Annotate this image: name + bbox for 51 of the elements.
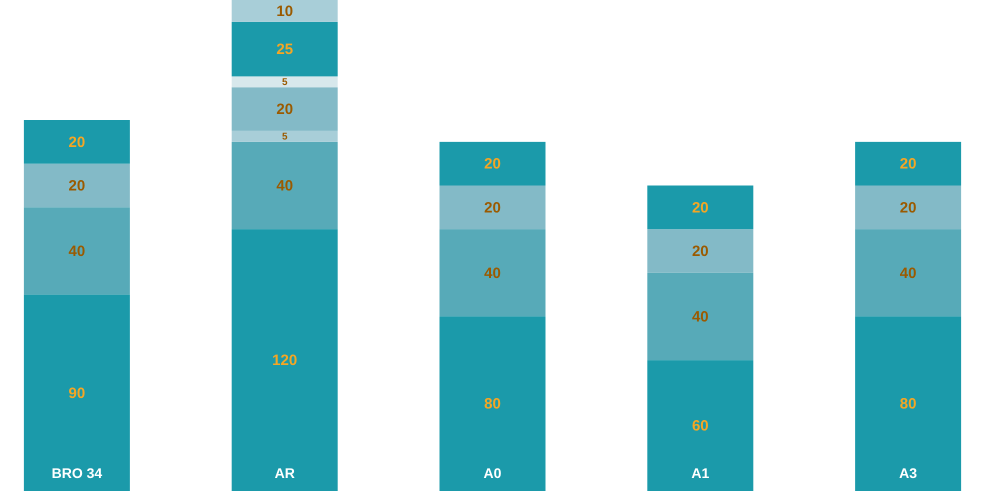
data-label: 20	[276, 101, 294, 118]
bar	[24, 207, 130, 295]
bar	[855, 316, 962, 491]
bar	[232, 142, 338, 230]
bar	[24, 164, 130, 208]
data-label: 120	[272, 352, 298, 370]
data-label: 80	[900, 396, 916, 413]
bar	[232, 76, 338, 88]
bar	[440, 316, 546, 491]
bar	[232, 87, 338, 131]
bar	[232, 130, 338, 142]
data-label: 20	[484, 156, 501, 173]
x-tick-label: AR	[274, 465, 295, 481]
data-label: 20	[68, 177, 86, 194]
data-label: 90	[68, 384, 86, 402]
data-label: 40	[68, 242, 86, 260]
data-label: 80	[484, 396, 501, 413]
x-tick-label: A3	[899, 465, 918, 481]
bar	[647, 272, 754, 360]
data-label: 20	[900, 156, 916, 173]
bar	[855, 142, 962, 186]
bar	[232, 22, 338, 76]
bar	[232, 229, 338, 491]
data-label: 40	[484, 264, 501, 282]
data-label: 20	[692, 199, 709, 216]
bar	[24, 294, 130, 491]
bar	[440, 229, 546, 316]
bar	[232, 0, 338, 22]
bar	[24, 120, 130, 164]
data-label: 40	[900, 264, 916, 282]
data-label: 10	[276, 2, 294, 20]
data-label: 20	[692, 242, 709, 260]
bar	[647, 229, 754, 273]
data-label: 40	[692, 308, 709, 326]
data-label: 40	[276, 177, 294, 194]
x-tick-label: A0	[484, 465, 502, 481]
x-tick-label: A1	[691, 465, 710, 481]
bar	[440, 142, 546, 186]
bar	[440, 185, 546, 230]
data-label: 5	[282, 131, 288, 142]
bar	[855, 229, 962, 316]
bar	[855, 185, 962, 230]
bar	[647, 185, 754, 230]
data-label: 20	[68, 134, 86, 151]
data-label: 20	[900, 199, 916, 216]
data-label: 25	[276, 41, 294, 58]
data-label: 5	[282, 76, 288, 88]
data-label: 20	[484, 199, 501, 216]
bar	[647, 360, 754, 491]
data-label: 60	[692, 418, 709, 435]
x-tick-label: BRO 34	[52, 465, 102, 481]
